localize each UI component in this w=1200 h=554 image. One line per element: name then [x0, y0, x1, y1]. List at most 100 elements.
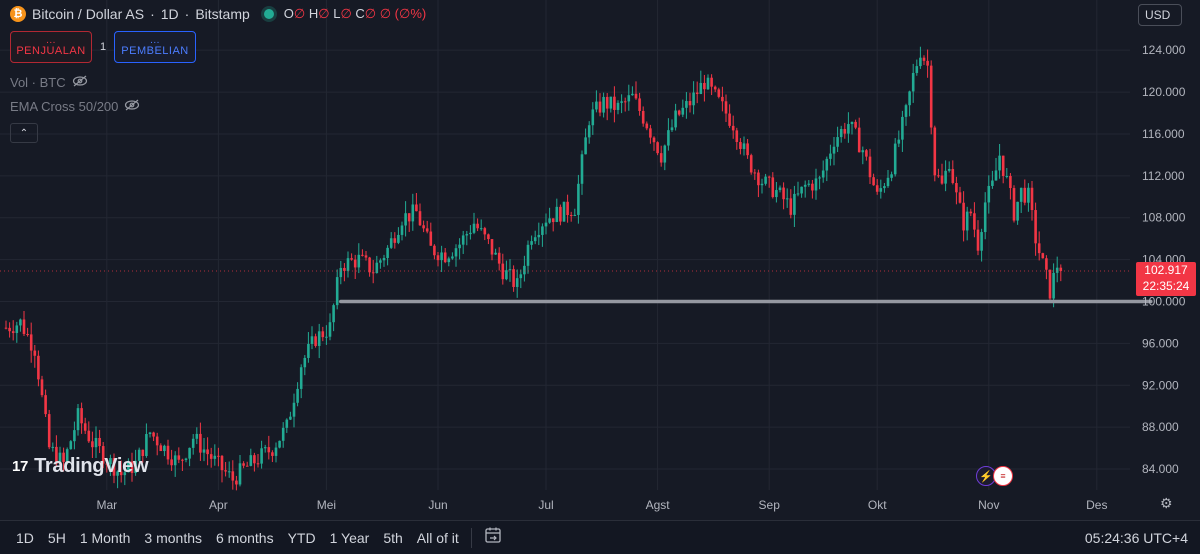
candle-body-up: [238, 463, 242, 485]
us-flag-icon[interactable]: ≡: [993, 466, 1013, 486]
candle-body-up: [145, 434, 148, 456]
tradingview-logo[interactable]: 17 TradingView: [12, 455, 149, 478]
candle-body-down: [926, 60, 929, 66]
candle-body-down: [649, 128, 652, 138]
candle-body-down: [436, 255, 440, 261]
indicator-volume-label: Vol · BTC: [10, 75, 66, 90]
utc-clock[interactable]: 05:24:36 UTC+4: [1084, 529, 1188, 546]
candle-body-up: [479, 228, 483, 230]
candle-body-down: [321, 331, 325, 338]
candle-body-up: [148, 432, 152, 435]
candle-body-up: [292, 402, 296, 417]
timeframe-5h[interactable]: 5H: [47, 529, 66, 546]
time-tick-label: Okt: [868, 498, 887, 512]
gear-icon[interactable]: ⚙: [1160, 495, 1173, 511]
candle-body-down: [181, 459, 184, 461]
candle-body-up: [681, 107, 685, 115]
indicator-ema-cross[interactable]: EMA Cross 50/200: [10, 99, 140, 114]
tradingview-mark-icon: 17: [12, 458, 29, 475]
eye-off-icon[interactable]: [124, 99, 140, 114]
candle-body-down: [641, 110, 645, 124]
exchange-name[interactable]: Bitstamp: [195, 6, 250, 22]
candle-body-up: [260, 448, 263, 464]
high-value: ∅: [318, 6, 330, 21]
timeframe-all[interactable]: All of it: [416, 529, 459, 546]
price-tick-label: 116.000: [1142, 127, 1185, 141]
candle-body-down: [569, 215, 573, 217]
candle-body-up: [904, 105, 908, 117]
trade-panel: ... PENJUALAN 1 ... PEMBELIAN: [10, 31, 196, 63]
sell-button[interactable]: ... PENJUALAN: [10, 31, 92, 63]
timeframe-ytd[interactable]: YTD: [287, 529, 316, 546]
candle-body-down: [929, 65, 933, 128]
candle-body-down: [242, 463, 245, 466]
candle-body-up: [213, 455, 217, 459]
candle-body-down: [757, 172, 760, 186]
timeframe-1-year[interactable]: 1 Year: [329, 529, 370, 546]
candle-body-down: [613, 96, 616, 110]
candle-body-up: [800, 186, 803, 194]
candle-body-up: [389, 238, 393, 248]
candle-body-up: [987, 185, 991, 203]
candle-body-up: [548, 218, 551, 223]
candle-body-up: [893, 143, 897, 175]
close-label: C: [355, 6, 365, 21]
close-value: ∅: [364, 6, 377, 21]
candle-body-up: [505, 270, 508, 280]
candle-body-down: [1030, 187, 1034, 211]
candle-body-down: [4, 327, 8, 329]
candle-body-down: [8, 327, 11, 332]
candle-body-up: [850, 121, 854, 125]
candle-body-up: [317, 331, 321, 346]
candle-body-up: [69, 441, 73, 450]
candle-body-down: [958, 192, 962, 203]
candle-body-up: [879, 188, 883, 192]
candle-body-down: [753, 172, 757, 174]
candle-body-up: [983, 202, 987, 233]
timeframe-5th[interactable]: 5th: [383, 529, 403, 546]
time-tick-label: Jun: [428, 498, 447, 512]
candle-body-down: [55, 446, 58, 464]
candle-body-down: [976, 229, 980, 251]
price-tick-label: 120.000: [1142, 85, 1186, 99]
low-label: L: [333, 6, 341, 21]
candle-body-up: [137, 449, 141, 461]
candle-body-down: [217, 455, 220, 457]
timeframe-1d[interactable]: 1D: [16, 529, 34, 546]
candle-body-up: [821, 170, 825, 178]
indicator-volume[interactable]: Vol · BTC: [10, 75, 88, 90]
interval[interactable]: 1D: [160, 6, 179, 22]
candle-body-up: [173, 455, 177, 466]
candle-body-up: [58, 452, 62, 464]
candle-body-down: [418, 211, 422, 226]
chevron-up-icon: ⌃: [19, 127, 29, 139]
time-tick-label: Des: [1086, 498, 1107, 512]
timeframe-1-month[interactable]: 1 Month: [79, 529, 131, 546]
candle-body-down: [677, 110, 681, 115]
collapse-legend-button[interactable]: ⌃: [10, 123, 38, 143]
order-quantity[interactable]: 1: [99, 41, 107, 53]
timeframe-3-months[interactable]: 3 months: [144, 529, 202, 546]
symbol-name[interactable]: Bitcoin / Dollar AS: [32, 6, 145, 22]
candle-body-down: [371, 272, 375, 274]
candle-body-up: [1055, 267, 1059, 273]
candle-body-down: [922, 57, 926, 61]
candle-body-up: [670, 127, 674, 131]
candle-body-down: [710, 77, 713, 87]
candle-body-down: [717, 89, 721, 97]
candle-body-down: [224, 470, 227, 472]
candle-body-up: [73, 430, 76, 442]
candle-body-up: [829, 153, 832, 159]
buy-button[interactable]: ... PEMBELIAN: [114, 31, 196, 63]
candle-body-up: [1027, 187, 1030, 203]
timeframe-6-months[interactable]: 6 months: [216, 529, 274, 546]
candle-body-up: [537, 234, 541, 238]
candle-body-up: [890, 174, 893, 178]
calendar-goto-icon[interactable]: [484, 526, 502, 549]
eye-off-icon[interactable]: [72, 75, 88, 90]
currency-selector[interactable]: USD: [1138, 4, 1182, 26]
candle-body-up: [375, 262, 379, 273]
candle-body-down: [1037, 243, 1041, 254]
candle-body-down: [487, 234, 490, 240]
